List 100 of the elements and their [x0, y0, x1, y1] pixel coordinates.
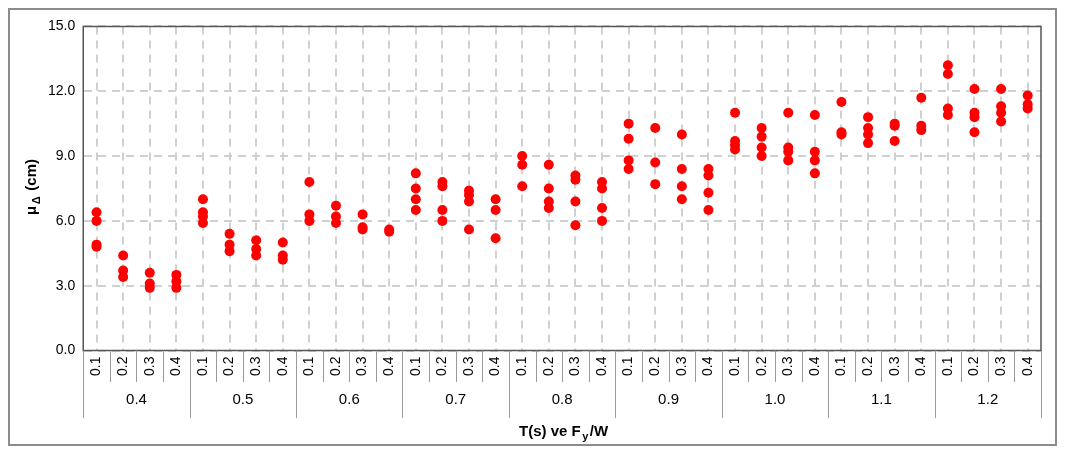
- text: 1.2: [977, 390, 999, 408]
- point: [836, 97, 847, 108]
- x-tick-label: 0.2: [114, 356, 131, 377]
- point: [410, 194, 421, 205]
- x-tick-label: 0.3: [140, 356, 157, 377]
- point: [783, 155, 794, 166]
- point: [570, 220, 581, 231]
- point: [251, 243, 262, 254]
- point: [703, 187, 714, 198]
- point: [597, 176, 608, 187]
- x-tick-label: 0.2: [965, 356, 982, 377]
- x-tick-label: 0.3: [459, 356, 476, 377]
- x-tick-label: 0.2: [326, 356, 343, 377]
- point: [809, 110, 820, 120]
- point: [597, 202, 608, 213]
- text: 0.4: [126, 390, 147, 408]
- point: [144, 267, 155, 278]
- point: [1022, 90, 1033, 101]
- point: [996, 84, 1007, 95]
- x-tick-label: 0.3: [247, 356, 264, 377]
- x-tick-label: 0.4: [805, 356, 822, 377]
- text: 0.7: [445, 390, 467, 408]
- x-tick-label: 0.4: [699, 356, 716, 377]
- x-tick-label: 0.4: [1018, 356, 1035, 377]
- point: [730, 107, 741, 118]
- point: [224, 228, 235, 239]
- y-tick-label: 0.0: [55, 341, 76, 358]
- point: [251, 235, 262, 246]
- x-tick-label: 0.4: [380, 356, 397, 377]
- x-tick-label: 0.3: [566, 356, 583, 377]
- point: [809, 155, 820, 166]
- point: [676, 164, 687, 175]
- x-tick-label: 0.1: [619, 356, 636, 377]
- point: [410, 168, 421, 179]
- point: [703, 205, 714, 216]
- point: [517, 151, 528, 162]
- text: 1.1: [870, 390, 892, 408]
- point: [650, 179, 661, 190]
- x-tick-label: 0.1: [938, 356, 955, 377]
- point: [863, 138, 874, 149]
- point: [916, 92, 927, 103]
- point: [783, 107, 794, 118]
- x-tick-label: 0.4: [273, 356, 290, 377]
- point: [118, 250, 129, 261]
- x-tick-label: 0.3: [885, 356, 902, 377]
- x-tick-label: 0.2: [220, 356, 237, 377]
- text: 0.9: [658, 390, 679, 408]
- point: [756, 142, 767, 153]
- x-tick-label: 0.4: [486, 356, 503, 377]
- y-tick-label: 9.0: [55, 146, 76, 163]
- x-tick-label: 0.3: [353, 356, 370, 377]
- point: [410, 205, 421, 216]
- point: [623, 133, 634, 144]
- point: [277, 237, 288, 248]
- point: [197, 194, 208, 205]
- point: [756, 151, 767, 162]
- point: [676, 181, 687, 192]
- point: [623, 118, 634, 129]
- x-tick-label: 0.1: [87, 356, 104, 377]
- point: [863, 112, 874, 123]
- x-tick-label: 0.1: [513, 356, 530, 377]
- y-tick-label: 6.0: [55, 211, 76, 228]
- x-tick-label: 0.4: [912, 356, 929, 377]
- x-tick-label: 0.4: [592, 356, 609, 377]
- point: [91, 215, 102, 226]
- text: 0.8: [551, 390, 573, 408]
- point: [171, 269, 182, 280]
- point: [543, 159, 554, 170]
- point: [650, 122, 661, 133]
- x-tick-label: 0.1: [193, 356, 210, 377]
- y-tick-label: 15.0: [48, 17, 76, 34]
- point: [676, 129, 687, 140]
- point: [969, 84, 980, 95]
- point: [809, 168, 820, 179]
- point: [517, 181, 528, 192]
- point: [597, 215, 608, 226]
- x-tick-label: 0.2: [858, 356, 875, 377]
- point: [889, 135, 900, 146]
- point: [437, 205, 448, 216]
- y-tick-label: 3.0: [55, 276, 76, 293]
- point: [464, 224, 475, 235]
- point: [623, 155, 634, 166]
- point: [490, 233, 501, 244]
- x-tick-label: 0.1: [300, 356, 317, 377]
- x-tick-label: 0.2: [752, 356, 769, 377]
- x-tick-label: 0.4: [167, 356, 184, 377]
- point: [650, 157, 661, 168]
- point: [570, 196, 581, 207]
- x-tick-label: 0.2: [433, 356, 450, 377]
- x-tick-label: 0.1: [832, 356, 849, 377]
- point: [304, 176, 315, 187]
- x-tick-label: 0.3: [991, 356, 1008, 377]
- point: [357, 209, 368, 220]
- point: [942, 60, 953, 71]
- text: 1.0: [764, 390, 786, 408]
- y-tick-label: 12.0: [48, 82, 76, 99]
- text: 0.6: [338, 390, 360, 408]
- point: [969, 127, 980, 138]
- x-tick-label: 0.2: [539, 356, 556, 377]
- x-tick-label: 0.3: [672, 356, 689, 377]
